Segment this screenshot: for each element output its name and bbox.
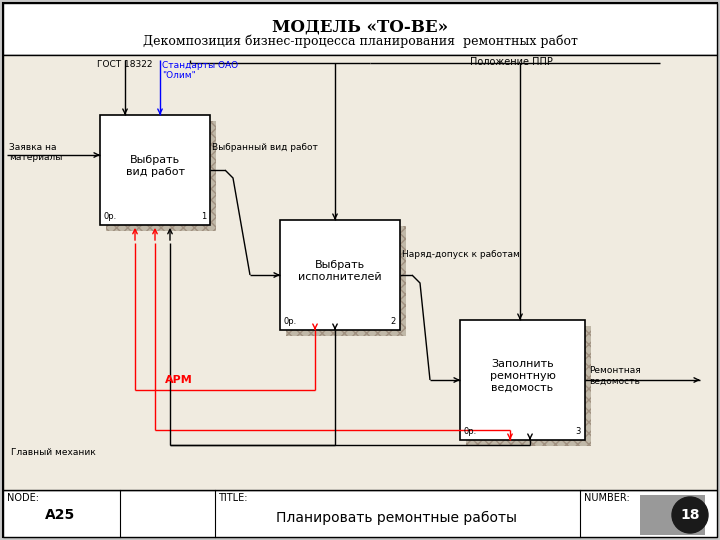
Bar (286, 226, 406, 336)
Bar (3, 55, 717, 490)
Text: МОДЕЛЬ «ТО-BE»: МОДЕЛЬ «ТО-BE» (272, 18, 448, 35)
Text: NUMBER:: NUMBER: (584, 493, 630, 503)
Text: Выбрать
исполнителей: Выбрать исполнителей (298, 260, 382, 282)
Text: 0р.: 0р. (464, 427, 477, 436)
Text: 2: 2 (391, 317, 396, 326)
Text: Заполнить
ремонтную
ведомость: Заполнить ремонтную ведомость (490, 360, 555, 393)
Text: 0р.: 0р. (284, 317, 297, 326)
Circle shape (672, 497, 708, 533)
Text: A25: A25 (45, 508, 75, 522)
Text: Положение ППР: Положение ППР (470, 57, 553, 67)
Bar (106, 121, 216, 231)
Bar (3, 490, 717, 537)
Text: 1: 1 (201, 212, 206, 221)
Bar (280, 220, 400, 330)
Bar (466, 326, 591, 446)
Text: 0р.: 0р. (104, 212, 117, 221)
Bar (466, 326, 591, 446)
Bar (100, 115, 210, 225)
Bar (640, 495, 705, 535)
Text: NODE:: NODE: (7, 493, 39, 503)
Text: 3: 3 (575, 427, 581, 436)
Text: Декомпозиция бизнес-процесса планирования  ремонтных работ: Декомпозиция бизнес-процесса планировани… (143, 34, 577, 48)
Bar (3, 3, 717, 55)
Text: Заявка на
материалы: Заявка на материалы (9, 143, 63, 163)
Text: 18: 18 (680, 508, 700, 522)
Bar (460, 320, 585, 440)
Text: TITLE:: TITLE: (218, 493, 248, 503)
Text: Выбрать
вид работ: Выбрать вид работ (125, 155, 184, 177)
Bar (286, 226, 406, 336)
Text: Ремонтная
ведомость: Ремонтная ведомость (589, 366, 641, 386)
Text: Наряд-допуск к работам: Наряд-допуск к работам (402, 250, 520, 259)
Text: АРМ: АРМ (165, 375, 193, 385)
Text: ГОСТ 18322: ГОСТ 18322 (97, 60, 153, 69)
Text: Стандарты ОАО
"Олим": Стандарты ОАО "Олим" (162, 61, 238, 80)
Text: Планировать ремонтные работы: Планировать ремонтные работы (276, 511, 518, 525)
Text: Выбранный вид работ: Выбранный вид работ (212, 143, 318, 152)
Bar (106, 121, 216, 231)
Text: Главный механик: Главный механик (11, 448, 96, 457)
